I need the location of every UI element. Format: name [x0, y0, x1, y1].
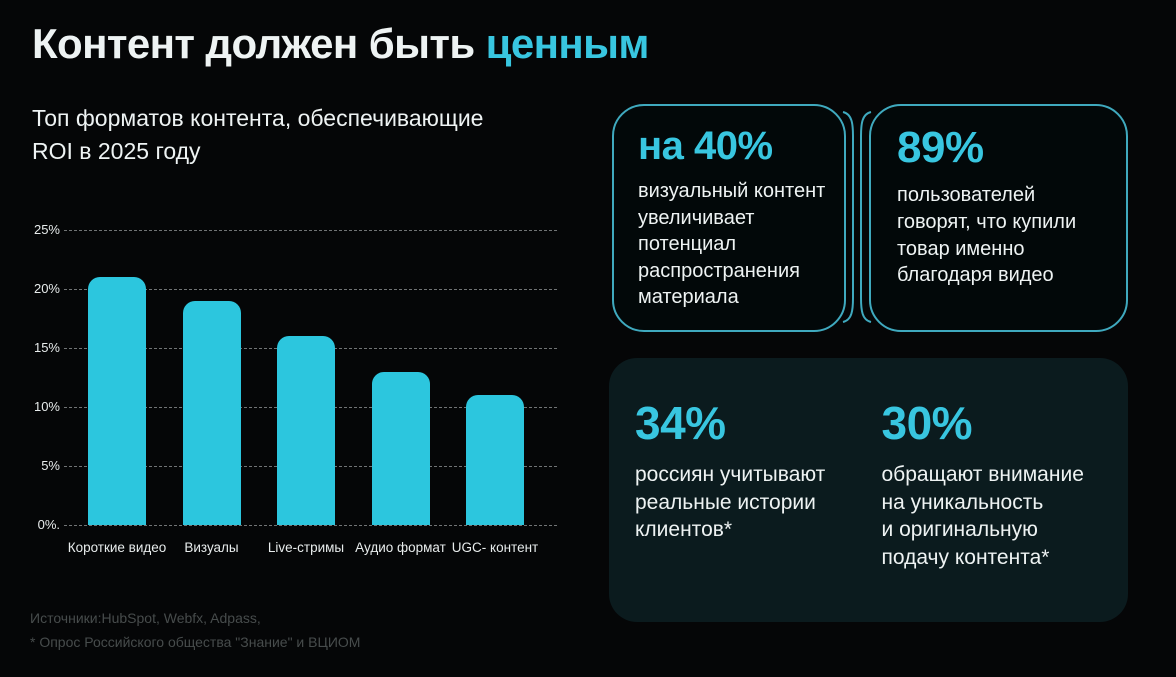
sources-line-2: * Опрос Российского общества "Знание" и … — [30, 634, 361, 651]
stat-value: на 40% — [638, 124, 773, 168]
stat-card-video-purchase: 89% пользователей говорят, что купили то… — [869, 104, 1128, 332]
x-axis-category-label: UGC- контент — [451, 540, 539, 555]
roi-bar-chart: 0%. 5% 10% 15% 20% 25% Короткие видео Визуалы Li… — [26, 214, 562, 574]
stat-card-visual-content: на 40% визуальный контент увеличивает по… — [612, 104, 846, 332]
chart-subtitle: Топ форматов контента, обеспечивающие RO… — [32, 105, 484, 164]
x-axis-category-label: Короткие видео — [67, 540, 167, 555]
stat-value: 30% — [881, 397, 973, 449]
y-axis-tick-label: 10% — [33, 399, 60, 414]
y-axis-tick-label: 20% — [33, 281, 60, 296]
page-title-highlight: ценным — [485, 20, 650, 67]
stat-card-group-bottom: 34% россиян учитывают реальные истории к… — [609, 358, 1128, 622]
stat-value: 89% — [897, 123, 984, 172]
chart-bar-3 — [371, 371, 430, 525]
stat-value: 34% — [635, 397, 726, 449]
sources-line-1: Источники:HubSpot, Webfx, Adpass, — [30, 610, 261, 626]
stat-text: визуальный контент увеличивает потенциал… — [638, 180, 826, 309]
chart-bar-2 — [277, 336, 335, 525]
gridline — [64, 525, 557, 526]
stat-text: россиян учитывают реальные истории клиен… — [635, 462, 826, 542]
stat-card-unique-content: 30% обращают внимание на уникальность и … — [882, 398, 1129, 622]
x-axis-category-label: Визуалы — [184, 540, 239, 555]
chart-bar-1 — [182, 300, 241, 525]
stat-text: обращают внимание на уникальность и ориг… — [881, 462, 1084, 570]
y-axis-tick-label: 0%. — [37, 517, 60, 532]
x-axis-category-label: Аудио формат — [355, 540, 446, 555]
page-title-prefix: Контент должен быть — [32, 20, 486, 67]
stat-text: пользователей говорят, что купили товар … — [897, 184, 1077, 287]
stat-card-client-stories: 34% россиян учитывают реальные истории к… — [635, 398, 882, 622]
chart-bar-0 — [88, 277, 146, 525]
gridline — [64, 230, 557, 231]
y-axis-tick-label: 15% — [33, 340, 60, 355]
card-connector-decoration — [842, 111, 872, 323]
gridline — [64, 289, 557, 290]
chart-bar-4 — [466, 395, 524, 525]
page-title: Контент должен быть ценным — [32, 20, 650, 68]
y-axis-tick-label: 25% — [33, 222, 60, 237]
sources-footnote: Источники:HubSpot, Webfx, Adpass, * Опро… — [30, 606, 360, 654]
y-axis-tick-label: 5% — [41, 458, 60, 473]
x-axis-category-label: Live-стримы — [267, 540, 345, 555]
